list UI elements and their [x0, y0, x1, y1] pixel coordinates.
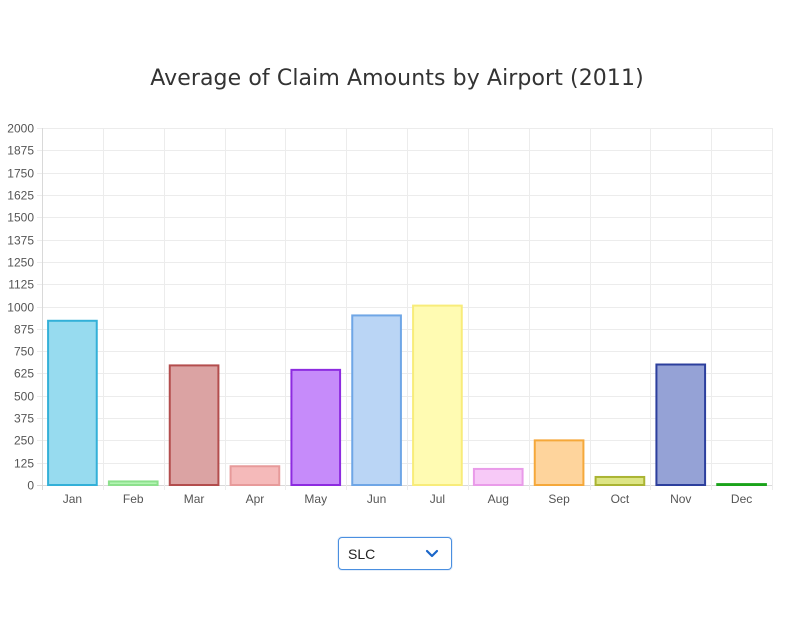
y-tick-label: 1500 [7, 211, 34, 225]
bar-sep[interactable] [533, 439, 585, 486]
x-tick-label: Jul [430, 492, 445, 506]
y-tick-label: 500 [14, 390, 34, 404]
bar-nov[interactable] [655, 363, 707, 486]
x-tick-label: Dec [731, 492, 752, 506]
bar-mar[interactable] [168, 364, 220, 486]
y-tick-label: 750 [14, 345, 34, 359]
y-tick-label: 875 [14, 323, 34, 337]
bar-dec[interactable] [716, 483, 767, 487]
x-tick-label: Feb [123, 492, 144, 506]
x-tick-label: Mar [184, 492, 205, 506]
x-tick-label: Apr [246, 492, 265, 506]
y-tick-label: 250 [14, 434, 34, 448]
bar-chart: 0 125 250 375 500 625 750 875 1000 1125 1250 1375 15… [7, 122, 773, 506]
x-tick-label: Nov [670, 492, 691, 506]
airport-select-value: SLC [348, 546, 376, 562]
y-tick-label: 2000 [7, 122, 34, 136]
y-tick-label: 375 [14, 412, 34, 426]
y-axis-ticks: 0 125 250 375 500 625 750 875 1000 1125 1250 1375 15… [7, 122, 34, 493]
bar-oct[interactable] [594, 475, 646, 486]
y-tick-label: 1125 [8, 278, 34, 292]
y-tick-label: 1750 [7, 167, 34, 181]
bar-apr[interactable] [229, 465, 281, 487]
bar-jan[interactable] [47, 319, 98, 486]
y-tick-label: 1375 [7, 234, 34, 248]
bar-may[interactable] [290, 368, 342, 486]
y-tick-label: 1625 [7, 189, 34, 203]
bar-feb[interactable] [107, 480, 159, 486]
y-tick-label: 125 [14, 457, 34, 471]
y-tick-label: 1000 [7, 301, 34, 315]
chart-title: Average of Claim Amounts by Airport (201… [150, 66, 644, 91]
bars [47, 304, 767, 487]
x-tick-label: Aug [488, 492, 509, 506]
x-axis-ticks: Jan Feb Mar Apr May Jun Jul Aug Sep Oct Nov Dec [63, 492, 753, 506]
x-tick-label: Jun [367, 492, 386, 506]
y-tick-label: 0 [27, 479, 34, 493]
airport-select[interactable]: SLC [338, 537, 452, 570]
y-tick-label: 1875 [7, 144, 34, 158]
grid-lines [37, 128, 773, 490]
y-tick-label: 625 [14, 367, 34, 381]
x-tick-label: Oct [611, 492, 630, 506]
bar-jul[interactable] [412, 304, 463, 486]
bar-aug[interactable] [472, 467, 524, 486]
x-tick-label: Jan [63, 492, 82, 506]
x-tick-label: Sep [548, 492, 570, 506]
bar-jun[interactable] [351, 314, 402, 486]
x-tick-label: May [304, 492, 327, 506]
chevron-down-icon [425, 549, 439, 558]
y-tick-label: 1250 [7, 256, 34, 270]
